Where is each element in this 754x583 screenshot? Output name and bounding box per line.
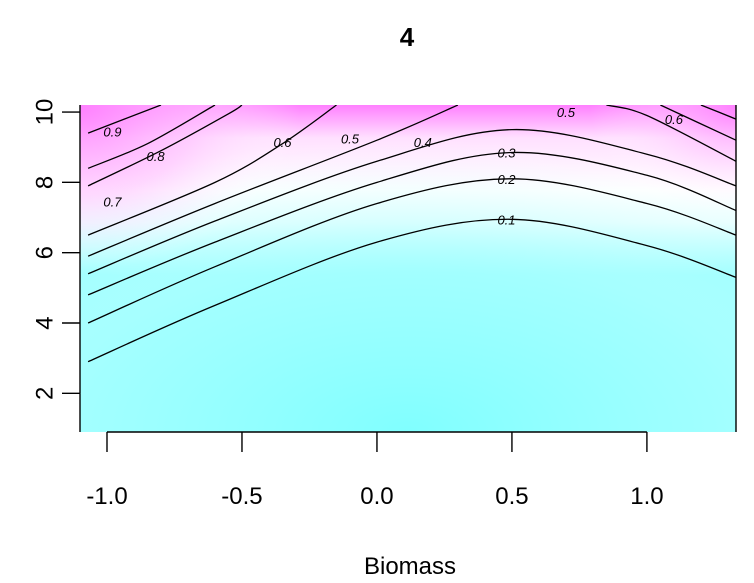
- contour-label: 0.2: [497, 172, 516, 187]
- contour-line-0.2: [87, 178, 736, 324]
- x-tick-label: 0.0: [360, 483, 393, 510]
- contour-lines: [87, 105, 736, 363]
- contour-label: 0.9: [103, 124, 121, 139]
- contour-line-0.6: [87, 105, 337, 236]
- y-tick-label: 4: [31, 316, 58, 329]
- y-tick-label: 6: [31, 246, 58, 259]
- heat-left-glow: [80, 105, 300, 270]
- plot-area: 0.9 0.8 0.7 0.6 0.5 0.4 0.3 0.2 0.1 0.5 0.6: [80, 105, 736, 432]
- x-tick-label: 1.0: [630, 483, 663, 510]
- contour-line-0.6-right: [660, 105, 736, 141]
- x-tick-label: -1.0: [86, 483, 127, 510]
- chart-title: 4: [400, 22, 415, 52]
- contour-line-0.5: [87, 105, 459, 257]
- contour-label: 0.3: [497, 146, 516, 161]
- contour-label: 0.5: [557, 105, 576, 120]
- x-tick-label: 0.5: [495, 483, 528, 510]
- contour-labels: 0.9 0.8 0.7 0.6 0.5 0.4 0.3 0.2 0.1 0.5 0.6: [103, 105, 684, 227]
- contour-line-0.1: [87, 218, 736, 363]
- x-axis-title: Biomass: [364, 553, 456, 580]
- x-axis: -1.0 -0.5 0.0 0.5 1.0: [86, 431, 664, 510]
- contour-label: 0.7: [103, 195, 122, 210]
- y-tick-label: 8: [31, 176, 58, 189]
- contour-line-0.3: [87, 151, 736, 296]
- contour-line-0.7: [87, 105, 243, 187]
- contour-label: 0.1: [497, 212, 515, 227]
- x-tick-label: -0.5: [221, 483, 262, 510]
- y-tick-label: 10: [31, 99, 58, 126]
- contour-line-0.4: [87, 128, 736, 275]
- contour-label: 0.8: [147, 149, 166, 164]
- contour-label: 0.4: [414, 135, 432, 150]
- contour-line-0.7-right: [700, 105, 736, 120]
- contour-line-0.9: [87, 105, 162, 134]
- contour-label: 0.6: [665, 112, 684, 127]
- contour-label: 0.6: [273, 135, 292, 150]
- y-tick-label: 2: [31, 387, 58, 400]
- contour-label: 0.5: [341, 131, 360, 146]
- contour-line-0.5-right: [606, 105, 736, 162]
- contour-line-0.8: [87, 105, 216, 169]
- y-axis: 2 4 6 8 10: [31, 99, 81, 432]
